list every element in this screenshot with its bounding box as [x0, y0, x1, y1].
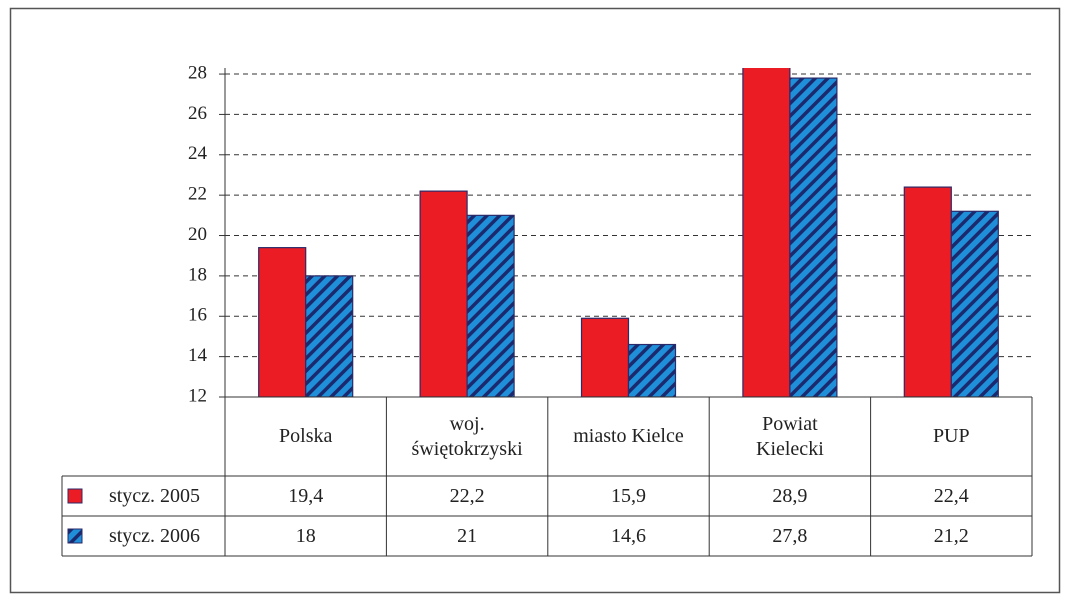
frame	[9, 7, 1061, 594]
bar	[789, 77, 838, 397]
bar	[742, 68, 791, 397]
y-tick-label: 18	[188, 264, 207, 285]
table-value: 19,4	[288, 484, 324, 507]
y-tick-label: 28	[188, 62, 207, 83]
y-tick-label: 24	[188, 143, 208, 164]
bar	[258, 247, 307, 397]
bar	[580, 317, 630, 397]
y-tick-label: 12	[188, 385, 207, 406]
bar	[305, 275, 354, 397]
table-value: 15,9	[610, 484, 646, 507]
legend-label: stycz. 2006	[108, 524, 201, 547]
bar	[627, 343, 677, 397]
bar	[419, 190, 468, 397]
table-value: 14,6	[610, 524, 646, 547]
y-tick-label: 14	[188, 345, 208, 366]
table-value: 21,2	[933, 524, 969, 547]
table-value: 22,4	[933, 484, 969, 507]
legend-swatch	[67, 488, 83, 504]
category-label: PUP	[932, 425, 970, 447]
table-value: 28,9	[772, 484, 808, 507]
category-label: Powiat Kielecki	[756, 412, 824, 460]
bars	[258, 68, 999, 397]
category-label: Polska	[279, 425, 333, 447]
table-value: 22,2	[449, 484, 485, 507]
category-label: woj. świętokrzyski	[411, 412, 523, 460]
legend-swatch	[67, 528, 83, 544]
bar	[903, 186, 952, 397]
y-tick-label: 16	[188, 305, 207, 326]
legend-label: stycz. 2005	[108, 484, 201, 507]
table-value: 21	[457, 524, 478, 547]
y-tick-label: 22	[188, 184, 207, 205]
table-value: 18	[295, 524, 316, 547]
bar	[950, 210, 999, 397]
y-tick-label: 26	[188, 103, 207, 124]
bar	[466, 214, 515, 397]
y-tick-label: 20	[188, 224, 207, 245]
table-value: 27,8	[772, 524, 808, 547]
category-label: miasto Kielce	[573, 425, 684, 447]
